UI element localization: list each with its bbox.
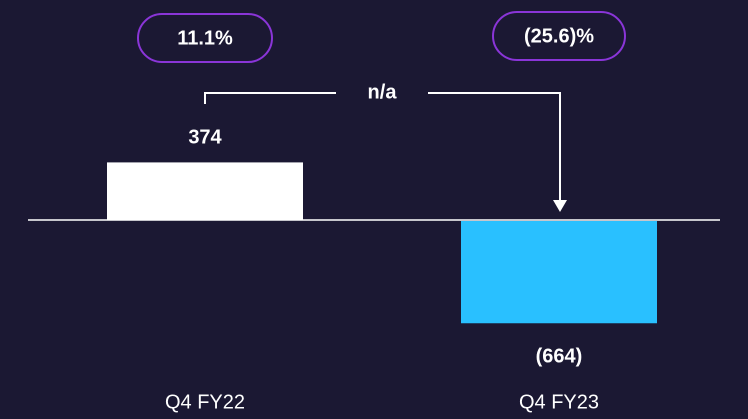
x-tick-label: Q4 FY22	[165, 391, 245, 413]
arrow-head	[553, 200, 567, 212]
growth-label: (25.6)%	[524, 25, 594, 47]
growth-pill	[137, 13, 273, 63]
connector	[204, 92, 336, 104]
growth-label: 11.1%	[177, 27, 233, 49]
connector	[428, 92, 561, 202]
growth-pill	[492, 11, 626, 61]
value-label: (664)	[536, 346, 583, 368]
value-label: 374	[188, 127, 222, 149]
bar	[461, 221, 657, 324]
bar	[107, 162, 303, 220]
x-tick-label: Q4 FY23	[519, 391, 599, 413]
change-label: n/a	[368, 81, 398, 103]
